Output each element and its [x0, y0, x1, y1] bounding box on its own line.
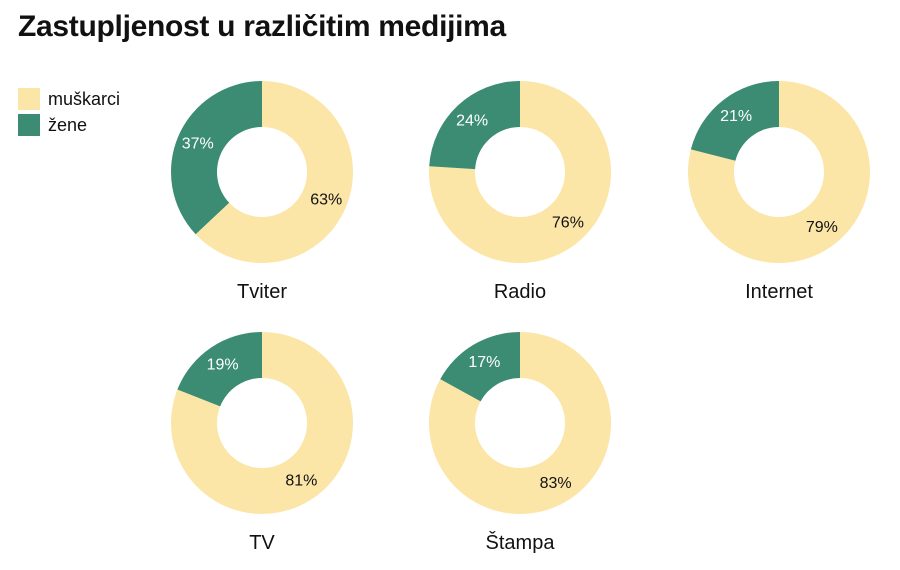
legend-label-muskarci: muškarci [48, 88, 121, 109]
label-stampa-muskarci: 83% [540, 475, 572, 492]
slice-tviter-muskarci [195, 81, 353, 263]
legend-swatch-zene [18, 114, 40, 136]
slice-stampa-muskarci [429, 332, 612, 514]
caption-internet: Internet [745, 281, 813, 303]
label-internet-zene: 21% [720, 108, 752, 125]
label-tv-zene: 19% [207, 357, 239, 374]
label-radio-muskarci: 76% [552, 215, 584, 232]
slice-stampa-zene [440, 332, 520, 402]
donut-stampa: 83% 17% Štampa [429, 332, 612, 554]
slice-internet-muskarci [688, 80, 871, 263]
caption-radio: Radio [494, 281, 546, 303]
slice-tv-muskarci [170, 332, 353, 514]
legend: muškarci žene [18, 86, 120, 138]
slice-tviter-zene [170, 81, 262, 235]
donut-tv: 81% 19% TV [170, 332, 353, 554]
caption-stampa: Štampa [486, 531, 556, 554]
slice-internet-zene [690, 81, 779, 161]
legend-item-muskarci: muškarci [18, 86, 120, 112]
label-tviter-muskarci: 63% [310, 191, 342, 208]
caption-tv: TV [249, 532, 275, 554]
slice-radio-zene [429, 80, 520, 170]
legend-item-zene: žene [18, 112, 120, 138]
slice-tv-zene [177, 332, 262, 407]
label-stampa-zene: 17% [468, 354, 500, 371]
label-tv-muskarci: 81% [285, 472, 317, 489]
caption-tviter: Tviter [237, 281, 287, 303]
label-internet-muskarci: 79% [806, 219, 838, 236]
label-radio-zene: 24% [456, 112, 488, 129]
chart-title: Zastupljenost u različitim medijima [18, 10, 506, 43]
donut-internet: 79% 21% Internet [688, 80, 871, 303]
donut-radio: 76% 24% Radio [429, 80, 611, 303]
legend-swatch-muskarci [18, 88, 40, 110]
slice-radio-muskarci [429, 81, 611, 263]
label-tviter-zene: 37% [182, 136, 214, 153]
donut-tviter: 63% 37% Tviter [170, 81, 353, 303]
legend-label-zene: žene [48, 114, 88, 135]
